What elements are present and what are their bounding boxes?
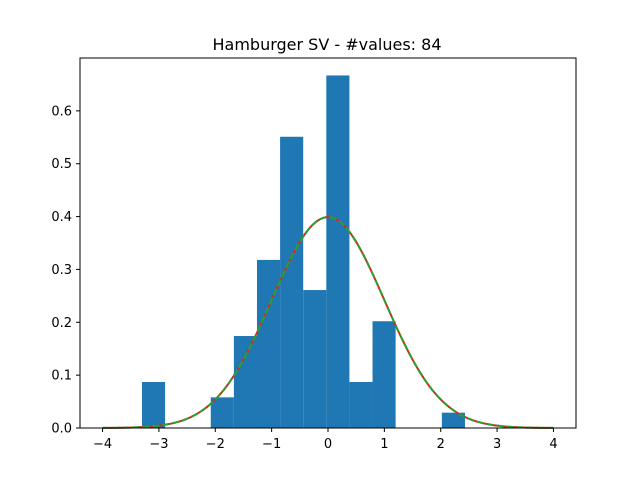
histogram-bar <box>142 382 166 428</box>
y-tick-label: 0.4 <box>51 210 72 225</box>
histogram-bars <box>142 75 465 428</box>
x-tick-label: 2 <box>437 437 445 452</box>
chart-title: Hamburger SV - #values: 84 <box>212 35 441 54</box>
x-tick-label: −4 <box>93 437 112 452</box>
y-tick-label: 0.5 <box>51 157 72 172</box>
histogram-bar <box>372 321 396 428</box>
pdf-curve-dashed <box>102 216 554 429</box>
pdf-curves <box>102 216 554 429</box>
y-tick-label: 0.0 <box>51 422 72 437</box>
histogram-bar <box>441 412 465 428</box>
x-axis: −4 −3 −2 −1 0 1 2 3 4 <box>93 428 558 452</box>
x-tick-label: −2 <box>206 437 225 452</box>
histogram-bar <box>280 136 304 428</box>
y-tick-label: 0.6 <box>51 104 72 119</box>
histogram-bar <box>349 382 373 428</box>
x-tick-label: −3 <box>149 437 168 452</box>
y-tick-label: 0.3 <box>51 263 72 278</box>
histogram-bar <box>233 336 257 428</box>
y-axis: 0.0 0.1 0.2 0.3 0.4 0.5 0.6 <box>51 104 80 437</box>
y-tick-label: 0.1 <box>51 369 72 384</box>
histogram-bar <box>303 290 327 428</box>
x-tick-label: 4 <box>549 437 557 452</box>
histogram-bar <box>326 75 350 428</box>
histogram-bar <box>210 397 234 428</box>
x-tick-label: 3 <box>493 437 501 452</box>
histogram-bar <box>256 259 281 428</box>
x-tick-label: 1 <box>380 437 388 452</box>
x-tick-label: 0 <box>324 437 332 452</box>
x-tick-label: −1 <box>262 437 281 452</box>
y-tick-label: 0.2 <box>51 316 72 331</box>
